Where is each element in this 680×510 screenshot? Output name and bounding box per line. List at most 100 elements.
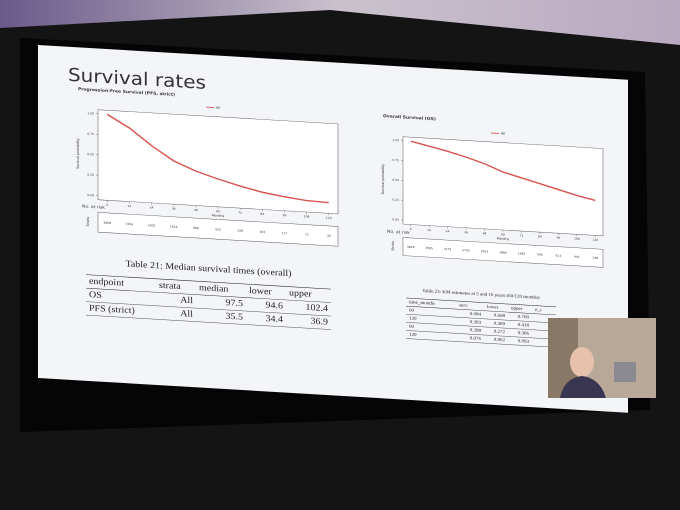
table-rule [406, 322, 556, 332]
table-header: time_months [409, 300, 435, 306]
risk-strata: Strata [391, 241, 395, 251]
risk-label: No. at risk [387, 229, 410, 236]
y-axis-label: Survival probability [76, 138, 80, 169]
risk-count: 73 [305, 233, 309, 237]
table-cell: 94.6 [266, 301, 284, 311]
table-cell: All [180, 309, 193, 319]
plot-frame [97, 109, 339, 215]
table-cell: OS [89, 291, 102, 301]
x-tick-label: 0 [106, 203, 108, 207]
plot-frame [402, 136, 604, 237]
person-head [570, 347, 594, 377]
x-tick-label: 84 [260, 212, 264, 216]
table-cell: 97.5 [226, 299, 244, 309]
y-tick-label: 0.50 [87, 152, 94, 156]
ceiling [0, 0, 680, 45]
x-tick-label: 48 [194, 208, 198, 212]
risk-count: 1866 [499, 250, 507, 254]
table-rule [406, 297, 556, 308]
risk-count: 236 [592, 256, 598, 260]
x-tick-label: 60 [216, 209, 220, 213]
table-rule [86, 287, 331, 303]
table-cell: 120 [409, 317, 417, 322]
risk-count: 2305 [148, 223, 156, 227]
table-cell: All [180, 296, 193, 306]
person-body [560, 376, 606, 398]
table-header: lower [249, 286, 273, 297]
risk-count: 2253 [481, 249, 489, 253]
risk-count: 163 [259, 230, 265, 234]
table-cell: 34.4 [266, 314, 284, 324]
table-rule [406, 338, 556, 348]
x-tick-label: 96 [283, 213, 287, 217]
table-cell: 0.393 [470, 320, 482, 325]
x-tick-label: 120 [326, 216, 332, 220]
x-tick-label: 0 [410, 227, 412, 231]
table-cell: 0.076 [470, 336, 482, 341]
x-axis-label: Months [212, 214, 225, 219]
x-tick-label: 24 [150, 205, 154, 209]
risk-frame [402, 237, 604, 268]
table-rule [86, 274, 331, 290]
y-tick-label: 0.50 [392, 178, 399, 182]
risk-count: 441 [574, 255, 580, 259]
risk-count: 2702 [462, 248, 470, 252]
table-header: surv [459, 303, 468, 308]
risk-strata: Strata [86, 217, 90, 227]
y-tick-label: 0.25 [392, 198, 399, 202]
table-header: endpoint [89, 277, 124, 289]
table-header: lower [487, 305, 499, 310]
x-tick-label: 36 [172, 207, 176, 211]
table-rule [86, 314, 331, 330]
risk-count: 298 [237, 229, 243, 233]
risk-count: 553 [215, 227, 221, 231]
risk-count: 3175 [444, 247, 452, 251]
table-cell: 0.700 [518, 315, 530, 320]
chart-title: Overall Survival (OS) [383, 113, 436, 122]
sign [614, 362, 636, 382]
table-rule [406, 330, 556, 340]
x-tick-label: 108 [574, 237, 580, 241]
x-tick-label: 72 [238, 211, 242, 215]
y-axis-label: Survival probability [381, 164, 385, 195]
risk-count: 1385 [518, 251, 526, 255]
table-rule [406, 305, 556, 316]
x-tick-label: 12 [127, 204, 131, 208]
table-caption: Table 23: KM estimates at 5 and 10 years… [422, 289, 540, 301]
risk-count: 3156 [126, 222, 134, 226]
table-cell: 35.5 [226, 312, 244, 322]
x-axis-label: Months [497, 237, 510, 242]
x-tick-label: 36 [464, 230, 468, 234]
table-cell: 36.9 [311, 317, 329, 327]
x-tick-label: 24 [446, 229, 450, 233]
table-cell: 0.306 [518, 331, 530, 336]
x-tick-label: 84 [538, 235, 542, 239]
risk-label: No. at risk [82, 204, 105, 211]
table-cell: 0.684 [470, 312, 482, 317]
table-cell: 102.4 [306, 303, 329, 314]
risk-count: 1624 [170, 225, 178, 229]
risk-count: 968 [193, 226, 199, 230]
risk-count: 613 [556, 254, 562, 258]
y-tick-label: 1.00 [392, 138, 399, 142]
y-tick-label: 0.75 [392, 158, 399, 162]
table-header: strata [159, 281, 181, 292]
y-tick-label: 0.75 [87, 132, 94, 136]
table-cell: 60 [409, 309, 415, 314]
table-header: n_r [535, 308, 542, 313]
table-cell: 0.062 [494, 338, 506, 343]
x-tick-label: 48 [483, 231, 487, 235]
x-tick-label: 108 [304, 214, 310, 218]
x-tick-label: 120 [592, 238, 598, 242]
slide: Survival rates Progression-Free Survival… [38, 45, 628, 413]
risk-count: 3818 [407, 245, 415, 249]
x-tick-label: 96 [556, 236, 560, 240]
survival-curve [106, 113, 329, 204]
table-rule [86, 301, 331, 317]
table-cell: 0.668 [494, 314, 506, 319]
y-tick-label: 1.00 [87, 111, 94, 115]
x-tick-label: 60 [501, 232, 505, 236]
risk-count: 3565 [425, 246, 433, 250]
risk-count: 3808 [103, 221, 111, 225]
x-tick-label: 12 [427, 228, 431, 232]
